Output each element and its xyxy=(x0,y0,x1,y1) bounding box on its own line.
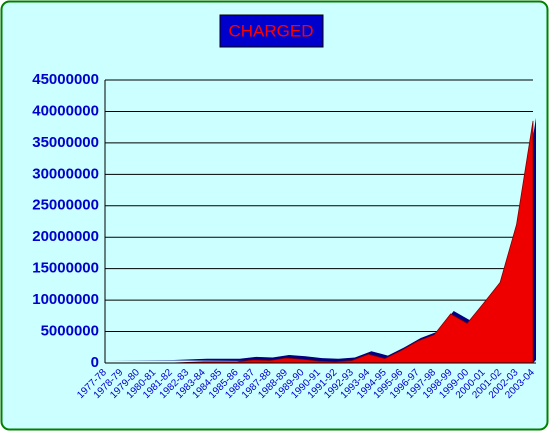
y-tick-label: 35000000 xyxy=(32,134,99,151)
y-tick-label: 10000000 xyxy=(32,291,99,308)
chart-title: CHARGED xyxy=(228,21,313,40)
y-tick-label: 0 xyxy=(91,354,99,371)
y-tick-label: 25000000 xyxy=(32,197,99,214)
y-tick-label: 15000000 xyxy=(32,260,99,277)
y-tick-label: 40000000 xyxy=(32,102,99,119)
y-tick-label: 5000000 xyxy=(41,323,99,340)
y-tick-label: 30000000 xyxy=(32,165,99,182)
y-tick-label: 45000000 xyxy=(32,71,99,88)
title-box xyxy=(219,14,324,48)
y-tick-label: 20000000 xyxy=(32,228,99,245)
